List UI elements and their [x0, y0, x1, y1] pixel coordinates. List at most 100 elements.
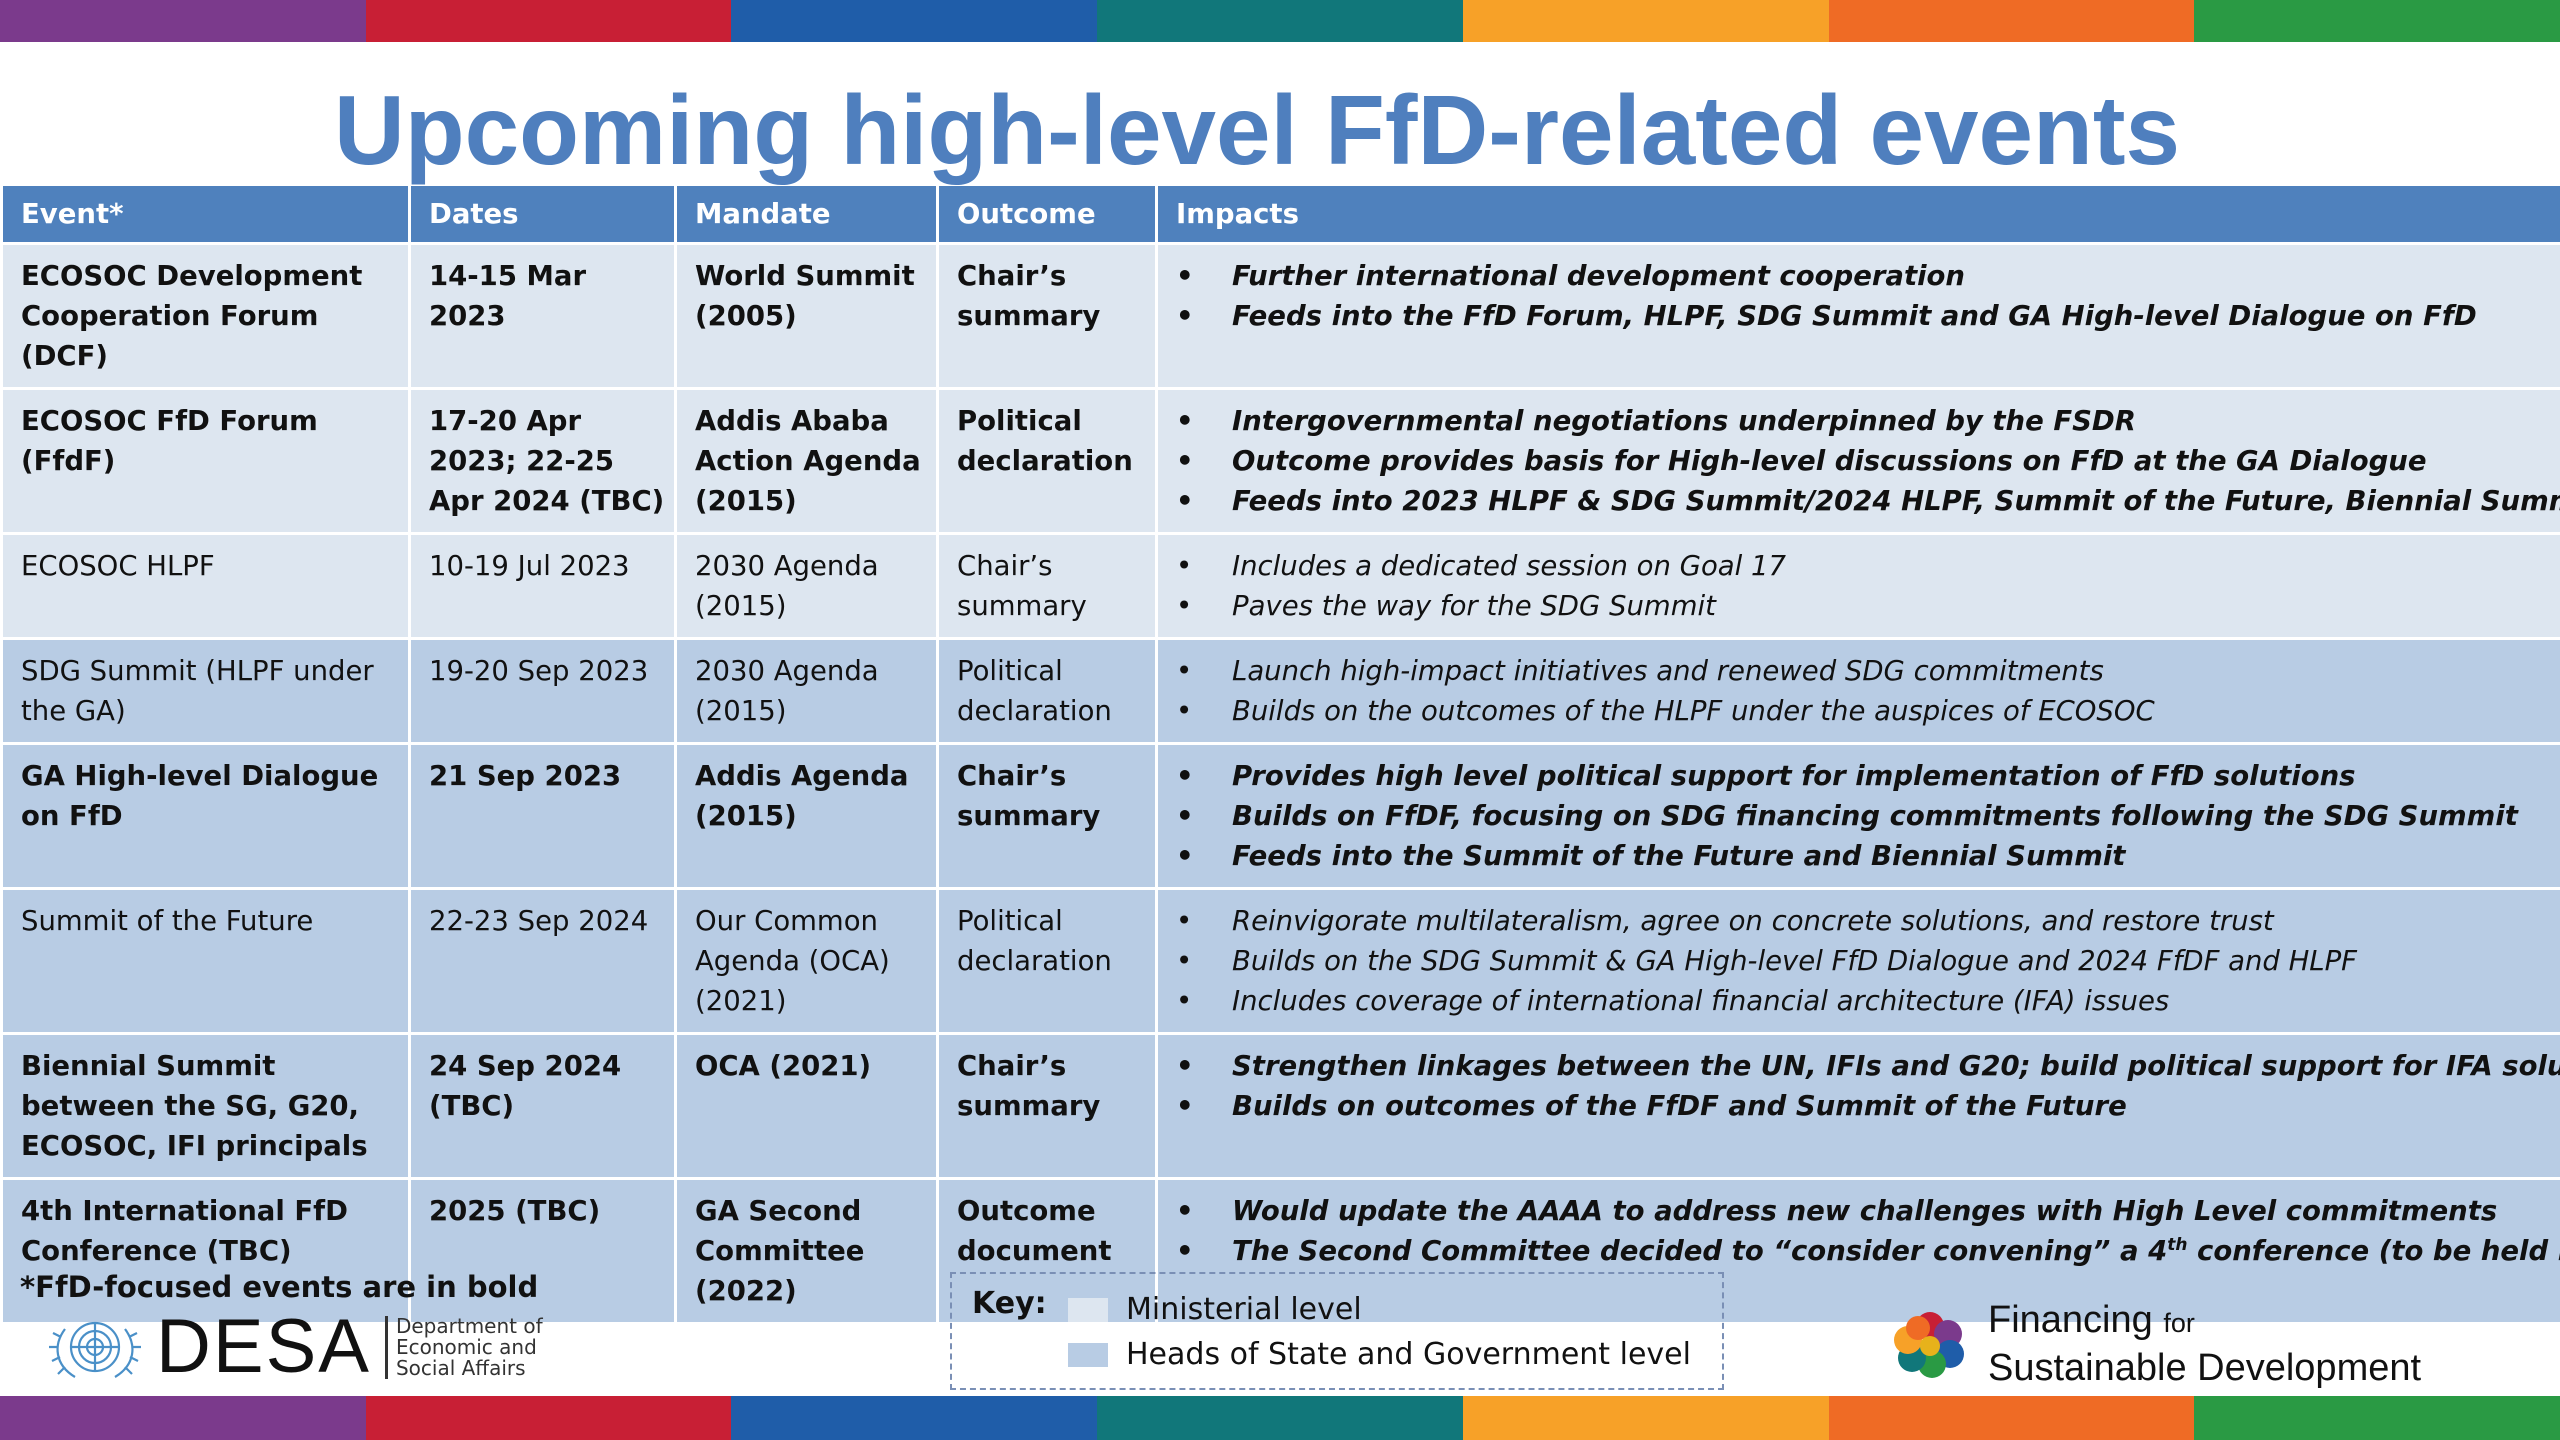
table-row: ECOSOC HLPF 10-19 Jul 2023 2030 Agenda (20…: [0, 532, 2560, 640]
impact-item: Provides high level political support fo…: [1170, 756, 2552, 796]
ffd-line2: Sustainable Development: [1988, 1347, 2422, 1389]
band-segment: [0, 0, 366, 42]
cell-dates: 14-15 Mar 2023: [408, 242, 677, 390]
ffd-word-financing: Financing: [1988, 1299, 2153, 1341]
un-emblem-icon: [49, 1321, 141, 1378]
cell-outcome: Political declaration: [936, 387, 1158, 535]
impact-item: Strengthen linkages between the UN, IFIs…: [1170, 1046, 2560, 1086]
impacts-list: Further international development cooper…: [1170, 256, 2552, 336]
ffd-line1: Financing for: [1988, 1299, 2195, 1341]
cell-event: ECOSOC FfD Forum (FfdF): [0, 387, 411, 535]
desa-subtitle-line: Department of: [395, 1313, 543, 1338]
cell-dates: 22-23 Sep 2024: [408, 887, 677, 1035]
table-row: 4th International FfD Conference (TBC) 20…: [0, 1177, 2560, 1325]
table-row: ECOSOC Development Cooperation Forum (DC…: [0, 242, 2560, 390]
impact-item: Builds on the outcomes of the HLPF under…: [1170, 691, 2552, 731]
cell-impacts: Launch high-impact initiatives and renew…: [1155, 637, 2560, 745]
impact-item: Feeds into 2023 HLPF & SDG Summit/2024 H…: [1170, 481, 2560, 521]
impacts-list: Includes a dedicated session on Goal 17P…: [1170, 546, 2552, 626]
band-segment: [1462, 1396, 1829, 1440]
cell-event: 4th International FfD Conference (TBC): [0, 1177, 411, 1325]
bold-footnote: *FfD-focused events are in bold: [20, 1270, 539, 1304]
impact-item: Includes coverage of international finan…: [1170, 981, 2552, 1021]
impacts-list: Intergovernmental negotiations underpinn…: [1170, 401, 2560, 521]
cell-event: Biennial Summit between the SG, G20, ECO…: [0, 1032, 411, 1180]
band-segment: [2194, 0, 2560, 42]
impact-item: Builds on FfDF, focusing on SDG financin…: [1170, 796, 2552, 836]
key-item-label: Heads of State and Government level: [1126, 1337, 1691, 1372]
impact-item: Reinvigorate multilateralism, agree on c…: [1170, 901, 2552, 941]
table-row: GA High-level Dialogue on FfD 21 Sep 2023…: [0, 742, 2560, 890]
band-segment: [1828, 1396, 2195, 1440]
band-segment: [0, 1396, 366, 1440]
impact-item: Further international development cooper…: [1170, 256, 2552, 296]
table-header-row: Event* Dates Mandate Outcome Impacts: [0, 186, 2560, 245]
cell-impacts: Reinvigorate multilateralism, agree on c…: [1155, 887, 2560, 1035]
impact-item: Feeds into the FfD Forum, HLPF, SDG Summ…: [1170, 296, 2552, 336]
heads-of-state-swatch: [1068, 1343, 1108, 1367]
band-segment: [1097, 0, 1463, 42]
cell-outcome: Political declaration: [936, 637, 1158, 745]
ffd-wordmark: Financing for Sustainable Development: [1988, 1300, 2421, 1388]
top-color-band: [0, 0, 2560, 42]
header-event: Event*: [0, 186, 411, 245]
key-item-heads-of-state: Heads of State and Government level: [1068, 1335, 1691, 1375]
impact-item: Paves the way for the SDG Summit: [1170, 586, 2552, 626]
cell-dates: 2025 (TBC): [408, 1177, 677, 1325]
cell-dates: 21 Sep 2023: [408, 742, 677, 890]
cell-impacts: Strengthen linkages between the UN, IFIs…: [1155, 1032, 2560, 1180]
cell-event: ECOSOC HLPF: [0, 532, 411, 640]
impact-item: Builds on outcomes of the FfDF and Summi…: [1170, 1086, 2552, 1126]
cell-outcome: Political declaration: [936, 887, 1158, 1035]
cell-outcome: Chair’s summary: [936, 742, 1158, 890]
impacts-list: Launch high-impact initiatives and renew…: [1170, 651, 2552, 731]
table-row: SDG Summit (HLPF under the GA) 19-20 Sep …: [0, 637, 2560, 745]
key-item-label: Ministerial level: [1126, 1292, 1362, 1327]
band-segment: [2194, 1396, 2560, 1440]
table-row: Biennial Summit between the SG, G20, ECO…: [0, 1032, 2560, 1180]
cell-mandate: Addis Agenda (2015): [674, 742, 939, 890]
desa-logo: DESA Department of Economic and Social A…: [44, 1304, 543, 1390]
cell-mandate: World Summit (2005): [674, 242, 939, 390]
band-segment: [365, 0, 732, 42]
table-row: ECOSOC FfD Forum (FfdF) 17-20 Apr 2023; 2…: [0, 387, 2560, 535]
events-table: Event* Dates Mandate Outcome Impacts ECOSOC …: [0, 186, 2560, 1325]
cell-impacts: Intergovernmental negotiations underpinn…: [1155, 387, 2560, 535]
desa-wordmark: DESA: [156, 1304, 371, 1389]
cell-outcome: Outcome document: [936, 1177, 1158, 1325]
cell-mandate: 2030 Agenda (2015): [674, 637, 939, 745]
ffd-flower-icon: [1894, 1312, 1964, 1378]
impacts-list: Strengthen linkages between the UN, IFIs…: [1170, 1046, 2560, 1126]
cell-outcome: Chair’s summary: [936, 532, 1158, 640]
cell-impacts: Provides high level political support fo…: [1155, 742, 2560, 890]
cell-impacts: Includes a dedicated session on Goal 17P…: [1155, 532, 2560, 640]
impact-item: Would update the AAAA to address new cha…: [1170, 1191, 2552, 1231]
band-segment: [1828, 0, 2195, 42]
page-title: Upcoming high-level FfD-related events: [334, 75, 2180, 185]
key-item-ministerial: Ministerial level: [1068, 1290, 1362, 1330]
band-segment: [731, 0, 1098, 42]
ffd-logo: Financing for Sustainable Development: [1880, 1300, 2421, 1388]
desa-subtitle-line: Economic and: [395, 1334, 537, 1359]
cell-mandate: OCA (2021): [674, 1032, 939, 1180]
cell-mandate: Addis Ababa Action Agenda (2015): [674, 387, 939, 535]
cell-dates: 17-20 Apr 2023; 22-25 Apr 2024 (TBC): [408, 387, 677, 535]
desa-subtitle: Department of Economic and Social Affair…: [384, 1313, 543, 1379]
cell-impacts: Would update the AAAA to address new cha…: [1155, 1177, 2560, 1325]
impacts-list: Provides high level political support fo…: [1170, 756, 2552, 876]
cell-dates: 19-20 Sep 2023: [408, 637, 677, 745]
band-segment: [1462, 0, 1829, 42]
cell-mandate: GA Second Committee (2022): [674, 1177, 939, 1325]
impacts-list: Reinvigorate multilateralism, agree on c…: [1170, 901, 2552, 1021]
cell-event: SDG Summit (HLPF under the GA): [0, 637, 411, 745]
cell-event: GA High-level Dialogue on FfD: [0, 742, 411, 890]
header-impacts: Impacts: [1155, 186, 2560, 245]
impacts-list: Would update the AAAA to address new cha…: [1170, 1191, 2560, 1271]
legend-key: Key: Ministerial level Heads of State an…: [950, 1272, 1724, 1390]
cell-impacts: Further international development cooper…: [1155, 242, 2560, 390]
table-row: Summit of the Future 22-23 Sep 2024 Our Co…: [0, 887, 2560, 1035]
band-segment: [731, 1396, 1098, 1440]
cell-outcome: Chair’s summary: [936, 242, 1158, 390]
table-body: ECOSOC Development Cooperation Forum (DC…: [0, 242, 2560, 1325]
cell-mandate: Our Common Agenda (OCA) (2021): [674, 887, 939, 1035]
